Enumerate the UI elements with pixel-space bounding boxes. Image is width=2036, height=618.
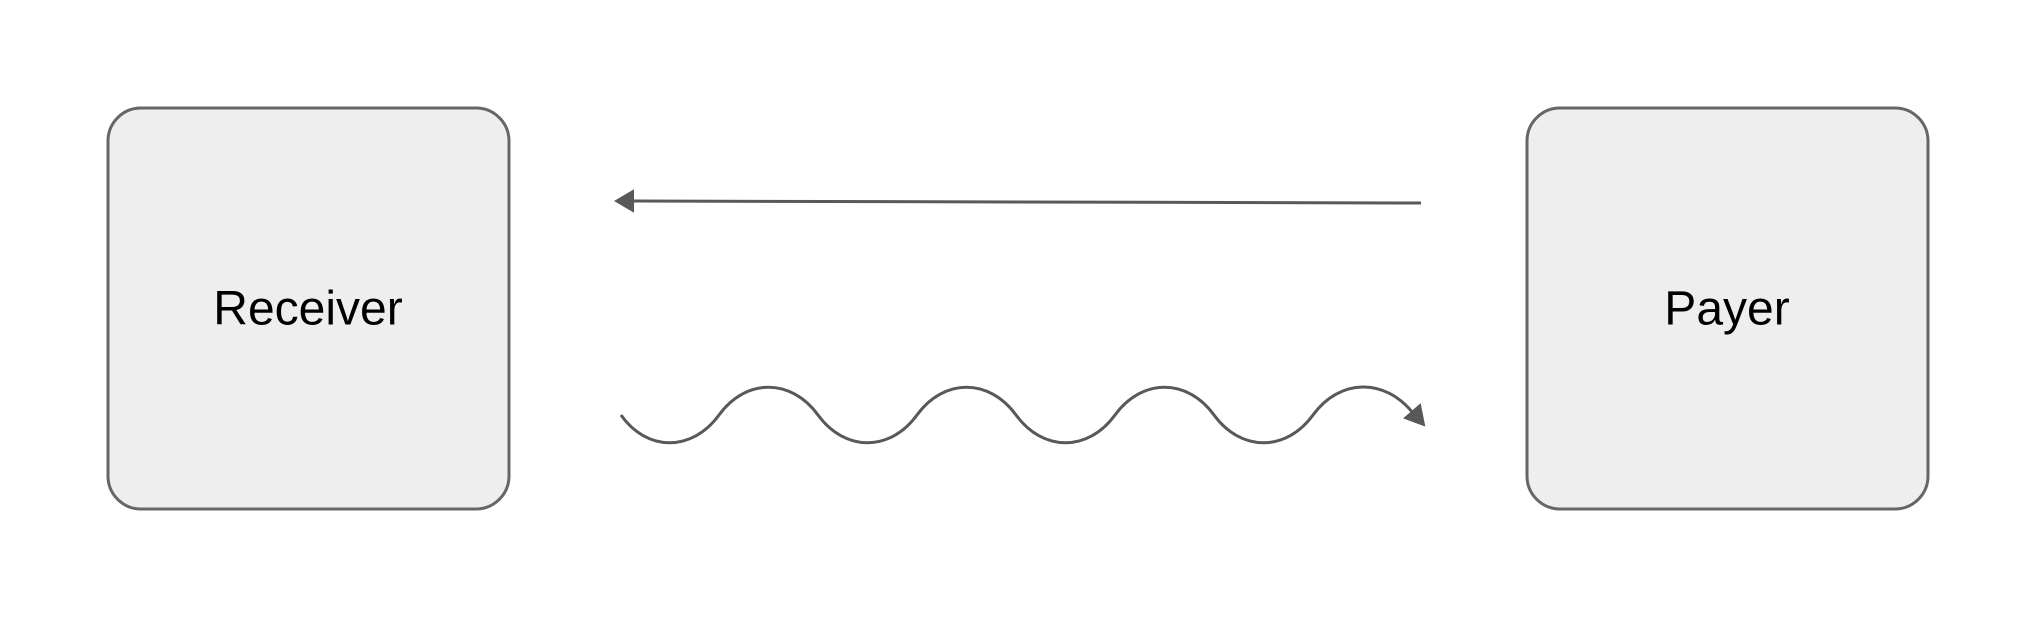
payer-node: Payer <box>1525 106 1930 511</box>
receiver-label: Receiver <box>213 283 402 336</box>
straight-arrow <box>614 189 1422 213</box>
receiver-box <box>106 106 511 511</box>
wavy-arrow-head <box>1403 403 1426 427</box>
wavy-arrow-line <box>619 385 1415 445</box>
payer-box <box>1525 106 1930 511</box>
straight-arrow-head <box>614 189 634 213</box>
receiver-node: Receiver <box>106 106 511 511</box>
straight-arrow-line <box>627 199 1422 205</box>
payer-label: Payer <box>1664 283 1789 336</box>
wavy-arrow <box>619 385 1426 445</box>
